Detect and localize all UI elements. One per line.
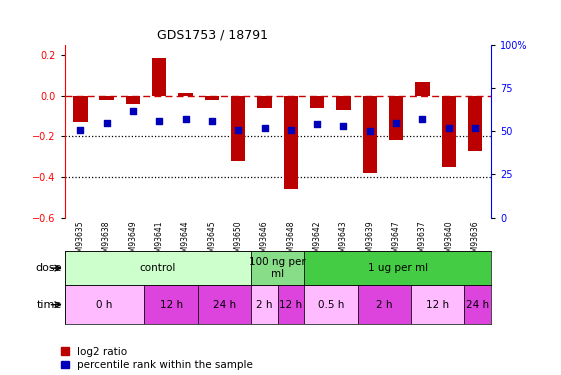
Point (365, 128, 374, 134)
Bar (99, 96, 114, 100)
Text: 24 h: 24 h (466, 300, 489, 310)
Bar (278, 285, 304, 324)
Bar (178, 93, 193, 96)
Point (128, 108, 137, 114)
Bar (251, 251, 304, 285)
Point (444, 125, 453, 131)
Bar (442, 96, 456, 167)
Text: time: time (36, 300, 62, 310)
Text: 0 h: 0 h (96, 300, 113, 310)
Point (260, 125, 269, 131)
Point (155, 118, 164, 124)
Text: 0.5 h: 0.5 h (318, 300, 344, 310)
Bar (231, 96, 246, 160)
Bar (465, 285, 491, 324)
Bar (358, 285, 411, 324)
Text: 100 ng per
ml: 100 ng per ml (249, 257, 306, 279)
Bar (144, 285, 197, 324)
Text: 12 h: 12 h (426, 300, 449, 310)
Text: 2 h: 2 h (376, 300, 393, 310)
Bar (73, 96, 88, 122)
Bar (126, 96, 140, 104)
Text: GDS1753 / 18791: GDS1753 / 18791 (157, 28, 268, 41)
Bar (389, 96, 403, 140)
Bar (336, 96, 351, 110)
Point (286, 126, 295, 132)
Bar (468, 96, 482, 150)
Point (234, 126, 243, 132)
Bar (152, 58, 167, 96)
Point (339, 123, 348, 129)
Text: 1 ug per ml: 1 ug per ml (367, 263, 427, 273)
Bar (65, 285, 144, 324)
Text: 12 h: 12 h (159, 300, 183, 310)
Point (181, 116, 190, 122)
Point (418, 116, 427, 122)
Point (76, 126, 85, 132)
Text: 2 h: 2 h (256, 300, 273, 310)
Bar (284, 96, 298, 189)
Bar (251, 285, 278, 324)
Bar (65, 251, 251, 285)
Bar (257, 96, 272, 108)
Bar (197, 285, 251, 324)
Text: control: control (140, 263, 176, 273)
Bar (205, 96, 219, 100)
Text: 12 h: 12 h (279, 300, 302, 310)
Point (312, 122, 321, 128)
Text: 24 h: 24 h (213, 300, 236, 310)
Bar (310, 96, 324, 108)
Bar (304, 285, 358, 324)
Point (392, 120, 401, 126)
Text: dose: dose (35, 263, 62, 273)
Point (102, 120, 111, 126)
Point (471, 125, 480, 131)
Bar (304, 251, 491, 285)
Bar (362, 96, 377, 173)
Point (208, 118, 217, 124)
Legend: log2 ratio, percentile rank within the sample: log2 ratio, percentile rank within the s… (61, 346, 253, 370)
Bar (411, 285, 465, 324)
Bar (415, 81, 430, 96)
